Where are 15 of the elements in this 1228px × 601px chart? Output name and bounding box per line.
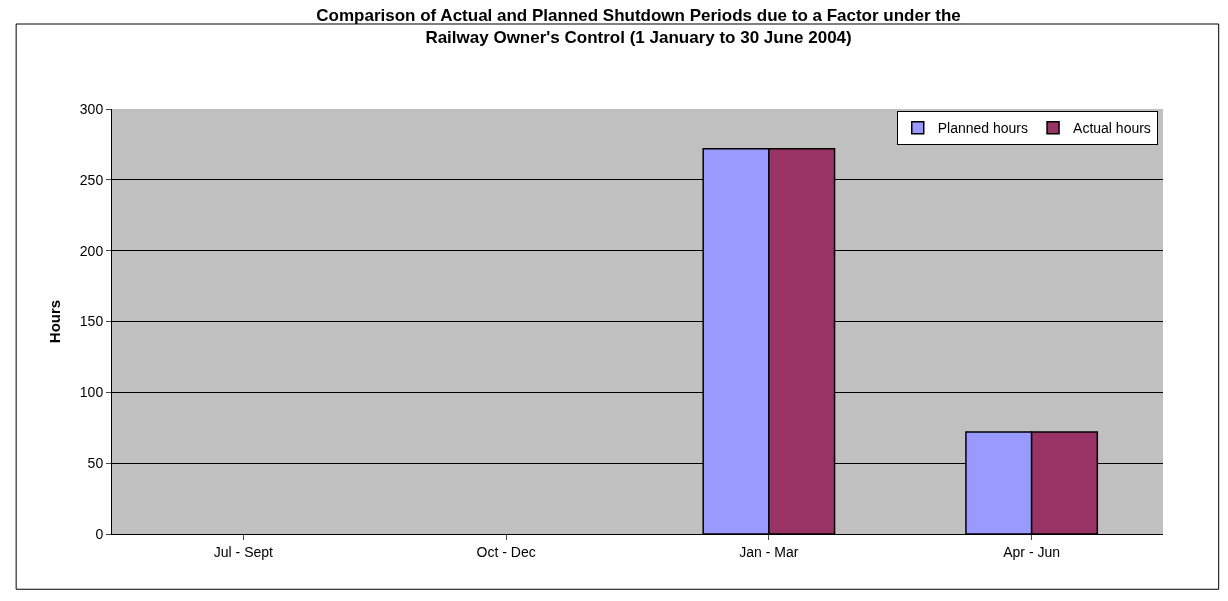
y-tick-label: 50 xyxy=(87,455,104,472)
y-tick-label: 0 xyxy=(95,525,104,542)
y-tick-label: 150 xyxy=(79,313,104,330)
x-tick-label: Oct - Dec xyxy=(476,543,536,560)
y-tick-label: 300 xyxy=(79,100,104,117)
x-tick-label: Jan - Mar xyxy=(739,543,799,560)
legend-label: Planned hours xyxy=(937,120,1029,137)
chart-title: Comparison of Actual and Planned Shutdown Periods due to a Factor under the Railway Owner's Control (1 January to 30 June 2004) xyxy=(316,6,961,48)
y-tick-label: 200 xyxy=(79,242,104,259)
legend-label: Actual hours xyxy=(1073,120,1151,137)
y-tick-label: 100 xyxy=(79,384,104,401)
y-axis-title: Hours xyxy=(46,299,64,344)
x-tick-label: Apr - Jun xyxy=(1003,543,1061,560)
x-tick-label: Jul - Sept xyxy=(213,543,274,560)
y-tick-label: 250 xyxy=(79,171,104,188)
